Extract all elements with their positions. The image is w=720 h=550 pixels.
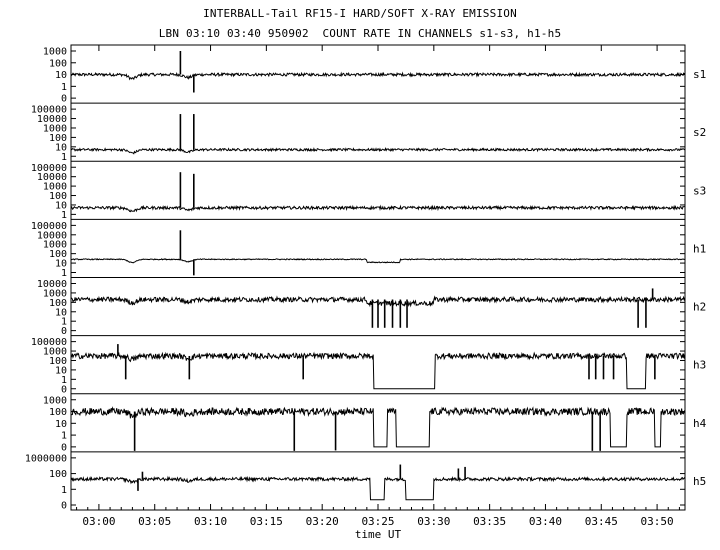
y-tick-label: 10	[55, 307, 67, 318]
y-tick-label: 100	[49, 133, 67, 144]
chart-title: INTERBALL-Tail RF15-I HARD/SOFT X-RAY EM…	[203, 7, 517, 20]
series-label-s1: s1	[693, 68, 706, 81]
y-tick-label: 10000	[37, 230, 67, 241]
y-tick-label: 1	[61, 375, 67, 386]
y-tick-label: 1000	[43, 123, 67, 134]
x-tick-label: 03:00	[82, 515, 115, 528]
y-tick-label: 100000	[31, 105, 67, 116]
chart-subtitle: LBN 03:10 03:40 950902 COUNT RATE IN CHA…	[158, 27, 562, 40]
x-tick-label: 03:10	[194, 515, 227, 528]
y-tick-label: 10000	[37, 114, 67, 125]
y-tick-label: 100000	[31, 337, 67, 348]
y-tick-label: 10	[55, 259, 67, 270]
y-tick-label: 100	[49, 469, 67, 480]
series-label-h3: h3	[693, 359, 706, 372]
y-tick-label: 100	[49, 407, 67, 418]
y-tick-label: 1	[61, 485, 67, 496]
x-tick-label: 03:15	[250, 515, 283, 528]
x-tick-label: 03:45	[585, 515, 618, 528]
x-tick-label: 03:30	[417, 515, 450, 528]
y-tick-label: 10	[55, 70, 67, 81]
y-tick-label: 0	[61, 326, 67, 337]
y-tick-label: 10	[55, 365, 67, 376]
y-tick-label: 0	[61, 442, 67, 453]
x-tick-label: 03:25	[361, 515, 394, 528]
y-tick-label: 0	[61, 501, 67, 512]
y-tick-label: 100	[49, 191, 67, 202]
series-line-h1	[70, 258, 686, 264]
y-tick-label: 100	[49, 249, 67, 260]
series-label-h4: h4	[693, 417, 707, 430]
x-tick-label: 03:40	[529, 515, 562, 528]
y-tick-label: 1	[61, 152, 67, 163]
series-label-h2: h2	[693, 301, 706, 314]
y-tick-label: 100	[49, 356, 67, 367]
y-tick-label: 0	[61, 94, 67, 105]
y-tick-label: 1	[61, 210, 67, 221]
y-tick-label: 1000	[43, 47, 67, 58]
x-tick-label: 03:05	[138, 515, 171, 528]
series-line-h5	[70, 475, 686, 501]
y-tick-label: 100	[49, 298, 67, 309]
x-tick-label: 03:20	[306, 515, 339, 528]
y-tick-label: 100000	[31, 163, 67, 174]
series-line-s2	[70, 147, 686, 155]
y-tick-label: 10	[55, 142, 67, 153]
y-tick-label: 1	[61, 82, 67, 93]
y-tick-label: 1000000	[25, 453, 67, 464]
y-tick-label: 1000	[43, 182, 67, 193]
y-tick-label: 1000	[43, 288, 67, 299]
y-tick-label: 1	[61, 431, 67, 442]
series-label-h5: h5	[693, 475, 706, 488]
y-tick-label: 0	[61, 384, 67, 395]
y-tick-label: 1000	[43, 240, 67, 251]
y-tick-label: 10	[55, 419, 67, 430]
series-label-s3: s3	[693, 184, 706, 197]
series-line-h4	[70, 406, 686, 448]
y-tick-label: 1	[61, 268, 67, 279]
series-label-h1: h1	[693, 242, 706, 255]
x-axis-label: time UT	[355, 528, 402, 541]
y-tick-label: 10000	[37, 279, 67, 290]
y-tick-label: 100	[49, 58, 67, 69]
series-line-s1	[70, 71, 686, 81]
series-line-h3	[70, 351, 686, 390]
y-tick-label: 10000	[37, 172, 67, 183]
x-tick-label: 03:50	[641, 515, 674, 528]
y-tick-label: 1	[61, 317, 67, 328]
y-tick-label: 1000	[43, 347, 67, 358]
y-tick-label: 1000	[43, 395, 67, 406]
series-line-s3	[70, 204, 686, 213]
x-tick-label: 03:35	[473, 515, 506, 528]
series-label-s2: s2	[693, 126, 706, 139]
y-tick-label: 10	[55, 200, 67, 211]
y-tick-label: 100000	[31, 221, 67, 232]
